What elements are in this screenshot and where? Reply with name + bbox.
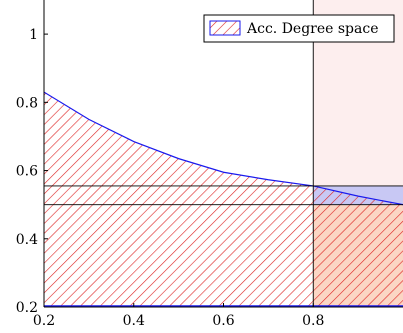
y-tick-label: 0.2	[16, 300, 38, 316]
acc-degree-space-curve	[44, 91, 403, 206]
reference-lines	[44, 0, 403, 307]
x-tick-label: 0.2	[33, 313, 55, 329]
x-tick-label: 0.6	[212, 313, 234, 329]
x-tick-label: 0.8	[302, 313, 324, 329]
x-axis-ticks: 0.2 0.4 0.6 0.8	[33, 303, 324, 329]
legend-label: Acc. Degree space	[246, 21, 379, 37]
y-tick-label: 0.4	[16, 232, 38, 248]
x-tick-label: 0.4	[123, 313, 145, 329]
y-axis-ticks: 0.2 0.4 0.6 0.8 1	[16, 27, 48, 316]
legend: Acc. Degree space	[203, 14, 395, 43]
y-tick-label: 0.8	[16, 95, 38, 111]
y-tick-label: 0.6	[16, 164, 38, 180]
legend-swatch	[209, 20, 241, 36]
y-tick-label: 1	[29, 27, 38, 43]
